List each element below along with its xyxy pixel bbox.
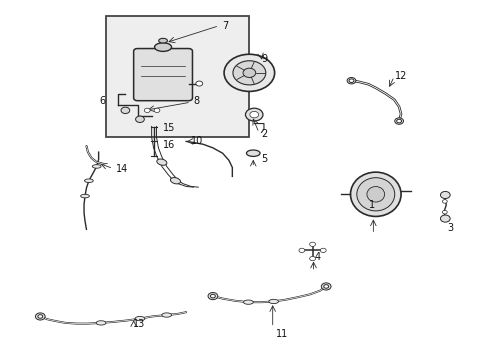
Circle shape [38, 315, 42, 318]
Ellipse shape [356, 178, 394, 211]
Text: 9: 9 [261, 54, 267, 64]
Circle shape [442, 200, 447, 203]
Circle shape [135, 116, 144, 122]
Circle shape [144, 108, 150, 112]
Ellipse shape [84, 179, 93, 183]
Circle shape [232, 61, 265, 85]
Ellipse shape [243, 300, 253, 304]
Ellipse shape [268, 299, 278, 303]
Circle shape [121, 107, 129, 113]
Ellipse shape [135, 316, 144, 321]
Text: 14: 14 [116, 164, 128, 174]
Circle shape [245, 108, 263, 121]
Text: 1: 1 [368, 201, 374, 210]
Circle shape [440, 192, 449, 199]
Circle shape [396, 119, 401, 123]
Bar [106, 16, 249, 137]
Ellipse shape [350, 172, 400, 216]
Circle shape [210, 294, 215, 298]
Text: 8: 8 [193, 96, 199, 107]
Ellipse shape [81, 194, 89, 198]
Ellipse shape [157, 159, 166, 165]
Ellipse shape [159, 39, 167, 43]
Text: 4: 4 [314, 252, 321, 262]
Text: 15: 15 [163, 123, 175, 133]
Text: 7: 7 [222, 21, 228, 31]
Circle shape [320, 248, 325, 252]
Circle shape [394, 118, 403, 124]
Text: 12: 12 [394, 71, 407, 81]
Text: 16: 16 [163, 140, 175, 150]
Circle shape [348, 79, 353, 82]
Ellipse shape [162, 313, 171, 317]
Text: 11: 11 [276, 329, 288, 339]
Circle shape [440, 215, 449, 222]
Circle shape [35, 313, 45, 320]
Text: 2: 2 [261, 129, 267, 139]
Ellipse shape [154, 43, 171, 51]
Circle shape [298, 248, 304, 252]
Text: 3: 3 [447, 223, 453, 233]
Circle shape [207, 293, 217, 300]
Ellipse shape [96, 321, 106, 325]
Circle shape [442, 210, 447, 214]
Text: 5: 5 [261, 154, 267, 164]
Circle shape [321, 283, 330, 290]
Circle shape [224, 54, 274, 91]
Ellipse shape [366, 186, 384, 202]
Circle shape [309, 256, 315, 261]
Ellipse shape [246, 150, 260, 157]
Text: 6: 6 [100, 96, 106, 107]
Circle shape [309, 242, 315, 247]
Circle shape [154, 108, 160, 112]
Ellipse shape [92, 165, 101, 168]
Circle shape [243, 68, 255, 77]
FancyBboxPatch shape [133, 49, 192, 101]
Circle shape [196, 81, 202, 86]
Circle shape [346, 77, 355, 84]
Ellipse shape [170, 177, 180, 184]
Text: 13: 13 [132, 319, 144, 329]
Text: 10: 10 [191, 136, 203, 147]
Circle shape [249, 111, 258, 118]
Circle shape [323, 285, 328, 288]
